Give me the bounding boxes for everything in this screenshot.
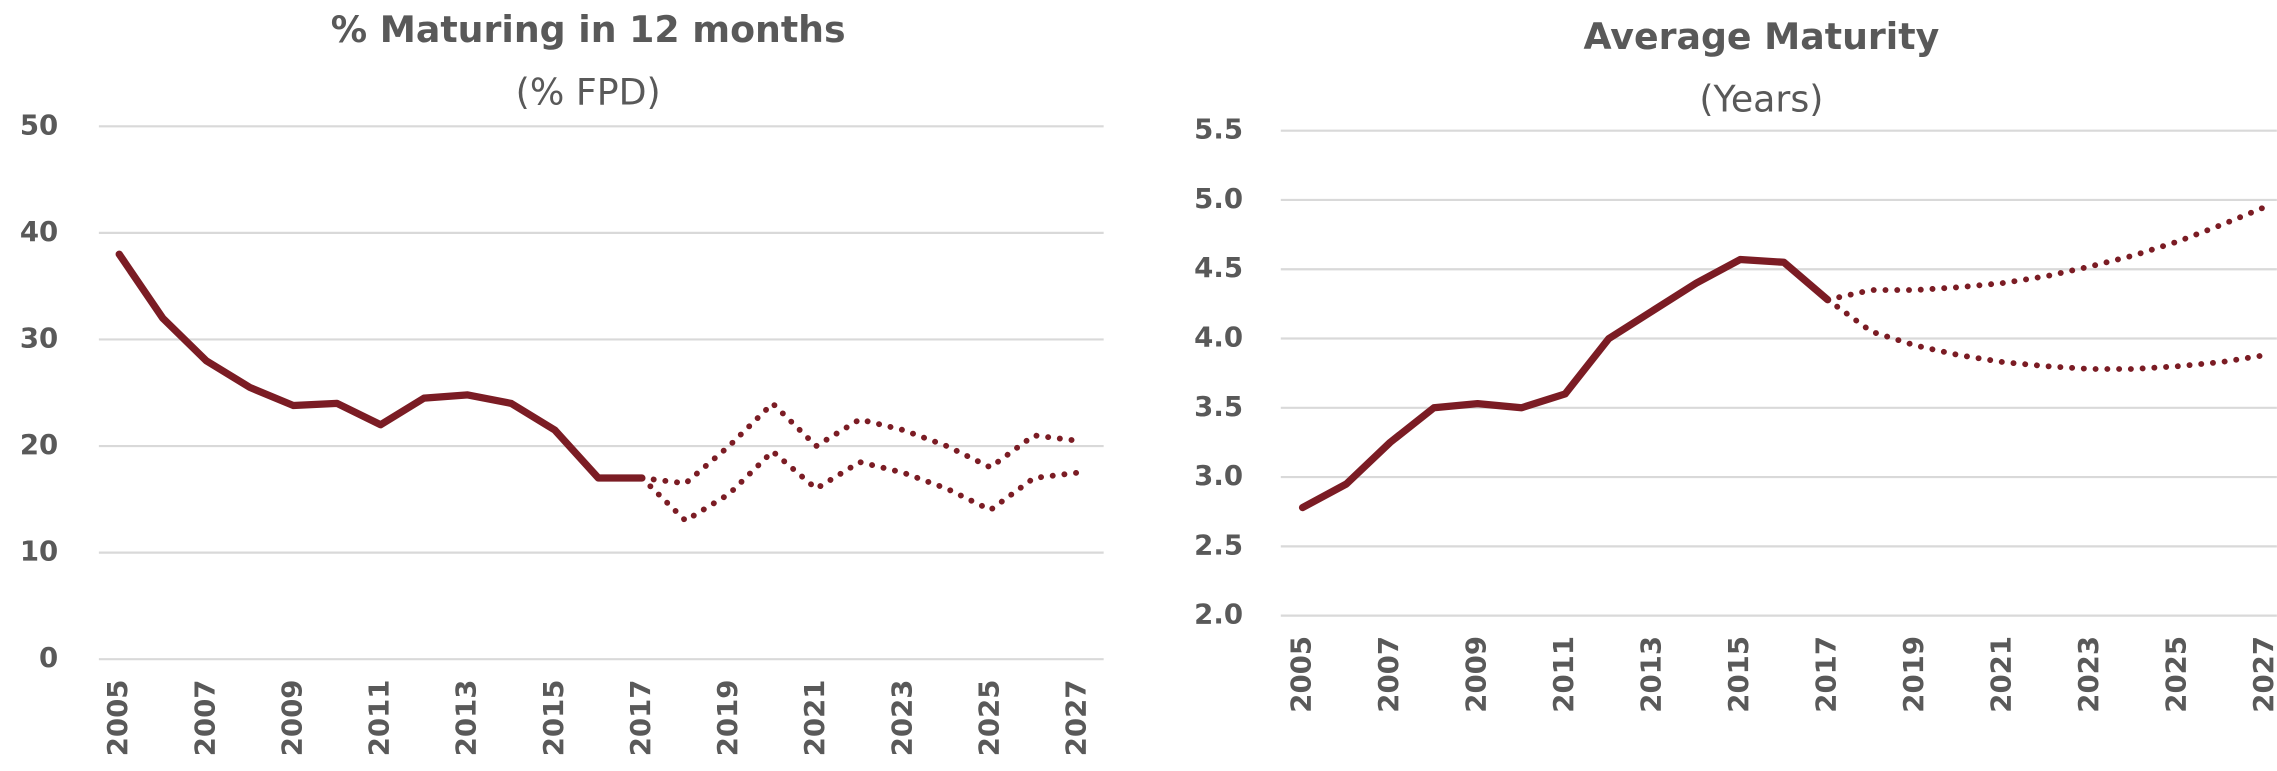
- line-series: [639, 448, 1081, 524]
- line-series: [1824, 203, 2269, 303]
- y-tick-label: 10: [20, 535, 58, 568]
- x-tick-label: 2007: [188, 680, 221, 757]
- x-tick-label: 2027: [2247, 636, 2277, 713]
- line-series: [639, 400, 1081, 487]
- y-tick-label: 2.5: [1194, 528, 1243, 561]
- x-tick-label: 2005: [101, 680, 134, 757]
- y-tick-label: 4.0: [1194, 321, 1243, 354]
- x-tick-label: 2017: [1810, 636, 1843, 713]
- x-tick-label: 2011: [363, 680, 396, 757]
- y-tick-label: 3.5: [1194, 390, 1243, 423]
- x-tick-label: 2011: [1547, 636, 1580, 713]
- x-tick-label: 2023: [885, 680, 918, 757]
- y-tick-label: 40: [20, 215, 58, 248]
- x-tick-label: 2013: [450, 680, 483, 757]
- x-tick-label: 2015: [1722, 636, 1755, 713]
- chart-subtitle: (Years): [1699, 78, 1823, 121]
- y-tick-label: 4.5: [1194, 251, 1243, 284]
- chart: Average Maturity (Years) 2.0 2.5 3.0 3.5 4.0 4.…: [1194, 15, 2277, 713]
- x-tick-label: 2013: [1635, 636, 1668, 713]
- x-tick-label: 2025: [2160, 636, 2193, 713]
- x-tick-label: 2009: [1460, 636, 1493, 713]
- chart-title: % Maturing in 12 months: [331, 8, 846, 51]
- x-tick-label: 2025: [972, 680, 1005, 757]
- x-tick-label: 2021: [1985, 636, 2018, 713]
- y-tick-label: 30: [20, 321, 58, 354]
- y-tick-label: 20: [20, 428, 58, 461]
- line-series: [1298, 255, 1832, 512]
- x-tick-label: 2007: [1372, 636, 1405, 713]
- chart: % Maturing in 12 months (% FPD) 0 10 20 30 40 5…: [20, 8, 1104, 756]
- x-tick-label: 2019: [1897, 636, 1930, 713]
- y-tick-label: 50: [20, 108, 58, 141]
- line-series: [1824, 296, 2269, 372]
- y-tick-label: 2.0: [1194, 598, 1243, 631]
- x-tick-label: 2019: [711, 680, 744, 757]
- chart-title: Average Maturity: [1584, 15, 1940, 58]
- x-tick-label: 2005: [1285, 636, 1318, 713]
- y-tick-label: 0: [39, 641, 58, 674]
- x-tick-label: 2021: [798, 680, 831, 757]
- x-tick-label: 2023: [2072, 636, 2105, 713]
- x-tick-label: 2017: [624, 680, 657, 757]
- y-tick-label: 5.5: [1194, 113, 1243, 146]
- x-tick-label: 2027: [1060, 680, 1093, 757]
- y-tick-label: 5.0: [1194, 182, 1243, 215]
- line-series: [115, 250, 646, 482]
- chart-subtitle: (% FPD): [516, 70, 661, 113]
- x-tick-label: 2015: [537, 680, 570, 757]
- y-tick-label: 3.0: [1194, 459, 1243, 492]
- x-tick-label: 2009: [275, 680, 308, 757]
